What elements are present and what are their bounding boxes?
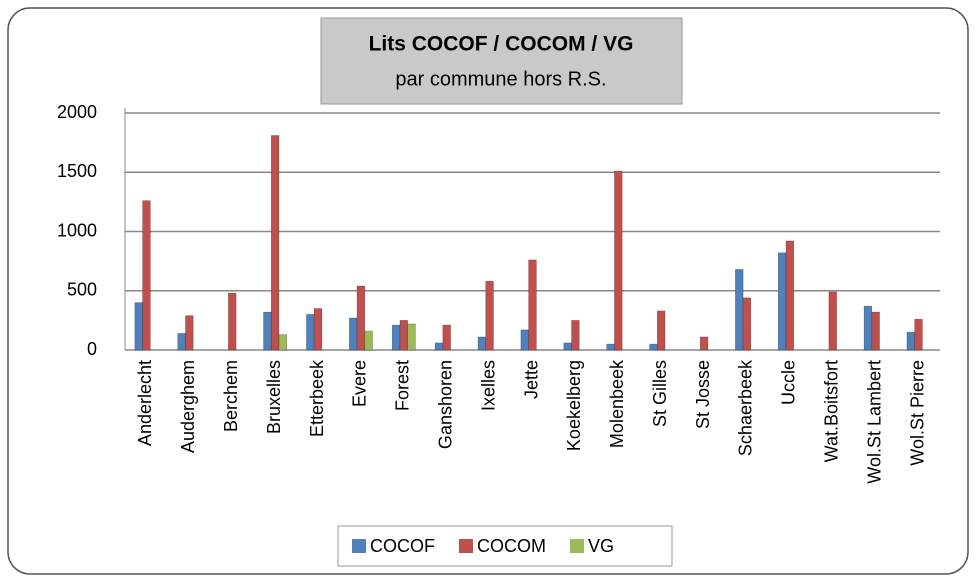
x-tick-label: Schaerbeek — [736, 359, 756, 456]
y-tick-label: 500 — [67, 280, 97, 300]
bar — [134, 302, 143, 351]
y-tick-label: 2000 — [57, 102, 97, 122]
x-tick-label: Ganshoren — [435, 360, 455, 449]
bar — [777, 252, 787, 351]
bar — [263, 311, 272, 351]
bar — [399, 320, 408, 351]
x-tick-label: Evere — [350, 360, 370, 407]
x-tick-label: Forest — [393, 360, 413, 411]
x-tick-label: Berchem — [221, 360, 241, 432]
legend-box — [337, 525, 673, 567]
bar — [349, 317, 358, 351]
bar — [735, 269, 744, 351]
legend-swatch — [570, 539, 584, 553]
x-tick-label: Wol.St Pierre — [907, 360, 927, 466]
bar — [185, 315, 194, 351]
chart-title: Lits COCOF / COCOM / VG — [369, 33, 634, 56]
bar — [528, 259, 537, 351]
bar — [228, 292, 237, 351]
bar — [785, 240, 795, 351]
bar — [871, 311, 880, 351]
bar — [742, 297, 752, 351]
bar — [442, 324, 451, 351]
x-tick-label: Wol.St Lambert — [864, 360, 884, 484]
bar — [699, 336, 709, 351]
bar — [828, 291, 837, 351]
bar — [142, 200, 151, 351]
bar — [364, 330, 373, 351]
bar — [563, 342, 572, 351]
bar — [313, 308, 323, 351]
x-tick-label: Jette — [521, 360, 541, 399]
bar — [906, 331, 915, 351]
bar — [863, 305, 873, 351]
bar — [614, 170, 623, 351]
x-tick-label: Etterbeek — [307, 359, 327, 437]
x-tick-label: Uccle — [779, 360, 799, 405]
x-tick-label: Anderlecht — [135, 360, 155, 446]
x-tick-label: Bruxelles — [264, 360, 284, 434]
chart-subtitle: par commune hors R.S. — [395, 68, 606, 90]
x-tick-label: Wat.Boitsfort — [822, 360, 842, 462]
bar — [177, 333, 186, 351]
bar — [434, 342, 444, 351]
x-tick-label: Auderghem — [178, 360, 198, 453]
bar — [391, 324, 401, 351]
title-box — [320, 17, 683, 105]
y-tick-label: 0 — [87, 339, 97, 359]
bar — [571, 320, 580, 351]
y-tick-label: 1000 — [57, 220, 97, 240]
bar — [649, 343, 658, 351]
legend-swatch — [352, 539, 366, 553]
bar — [914, 318, 923, 351]
bar — [306, 314, 315, 351]
bar — [270, 135, 280, 351]
x-tick-label: Ixelles — [478, 360, 498, 411]
x-tick-label: Molenbeek — [607, 359, 627, 448]
legend-label: COCOM — [477, 536, 546, 556]
x-tick-label: St Gilles — [650, 360, 670, 427]
x-tick-label: Koekelberg — [564, 360, 584, 451]
bar — [477, 336, 487, 351]
y-tick-label: 1500 — [57, 161, 97, 181]
x-tick-label: St Josse — [693, 360, 713, 429]
bar — [485, 280, 494, 351]
legend-label: COCOF — [370, 536, 435, 556]
legend-swatch — [459, 539, 473, 553]
bar — [278, 334, 288, 351]
bar — [657, 310, 666, 351]
bar — [407, 323, 416, 351]
bar — [520, 329, 529, 351]
bar — [606, 343, 615, 351]
legend-label: VG — [588, 536, 614, 556]
bar — [356, 285, 366, 351]
